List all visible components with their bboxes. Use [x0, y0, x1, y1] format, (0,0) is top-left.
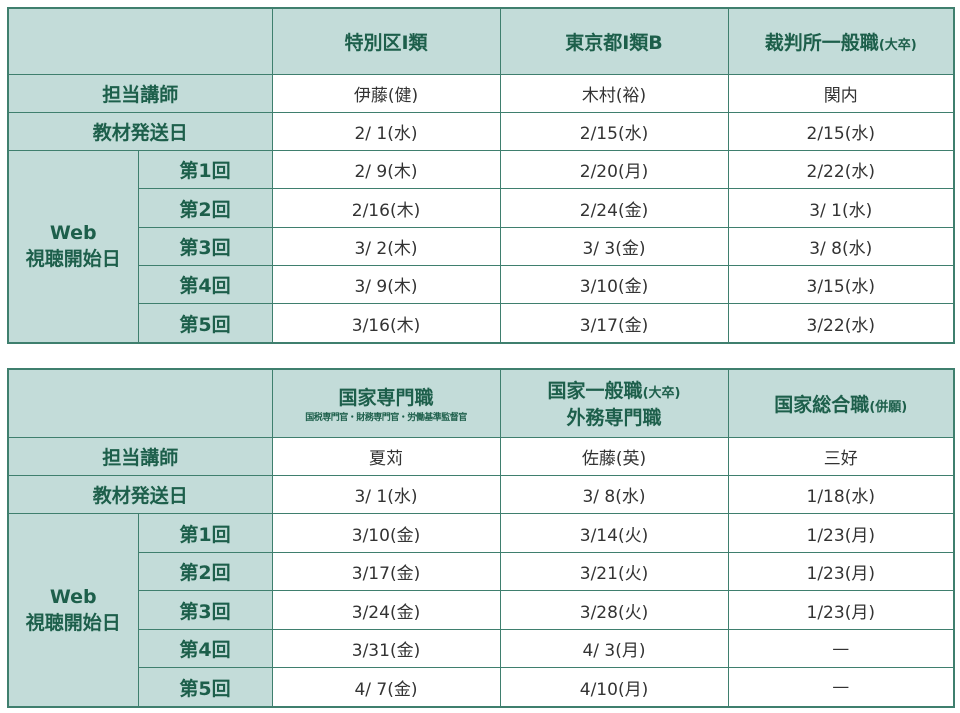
web-start-label: Web 視聴開始日 [7, 513, 139, 708]
date-cell: 2/ 9(木) [271, 150, 501, 190]
ship-cell: 2/ 1(水) [271, 111, 501, 152]
date-cell: 3/24(金) [271, 590, 501, 630]
date-cell: 3/22(水) [727, 303, 955, 344]
instructor-cell: 木村(裕) [499, 73, 729, 113]
header-exam: 東京都Ⅰ類B [499, 7, 729, 75]
date-cell: 3/28(火) [499, 590, 729, 630]
ship-cell: 2/15(水) [499, 111, 729, 152]
ship-cell: 1/18(水) [727, 474, 955, 515]
schedule-table-2: 国家専門職 国税専門官・財務専門官・労働基準監督官 国家一般職(大卒) 外務専門職 … [7, 368, 955, 708]
date-cell: 3/ 2(木) [271, 226, 501, 267]
instructor-label: 担当講師 [7, 436, 273, 476]
date-cell: 3/17(金) [499, 303, 729, 344]
round-label: 第3回 [137, 226, 273, 267]
date-cell: 3/16(木) [271, 303, 501, 344]
date-cell: 3/ 9(木) [271, 265, 501, 305]
date-cell: 3/21(火) [499, 551, 729, 592]
round-label: 第4回 [137, 628, 273, 669]
date-cell: 2/24(金) [499, 188, 729, 228]
instructor-cell: 三好 [727, 436, 955, 476]
date-cell: 1/23(月) [727, 513, 955, 553]
ship-label: 教材発送日 [7, 474, 273, 515]
header-exam: 特別区Ⅰ類 [271, 7, 501, 75]
date-cell: 3/15(水) [727, 265, 955, 305]
header-exam: 国家一般職(大卒) 外務専門職 [499, 368, 729, 438]
instructor-cell: 佐藤(英) [499, 436, 729, 476]
round-label: 第5回 [137, 667, 273, 708]
web-start-label: Web 視聴開始日 [7, 150, 139, 344]
corner-cell [7, 7, 273, 75]
date-cell: 4/10(月) [499, 667, 729, 708]
round-label: 第2回 [137, 188, 273, 228]
date-cell: 3/31(金) [271, 628, 501, 669]
date-cell: 1/23(月) [727, 590, 955, 630]
instructor-cell: 伊藤(健) [271, 73, 501, 113]
instructor-cell: 関内 [727, 73, 955, 113]
ship-label: 教材発送日 [7, 111, 273, 152]
date-cell: 1/23(月) [727, 551, 955, 592]
date-cell: — [727, 628, 955, 669]
round-label: 第1回 [137, 513, 273, 553]
instructor-cell: 夏苅 [271, 436, 501, 476]
date-cell: 3/10(金) [271, 513, 501, 553]
ship-cell: 2/15(水) [727, 111, 955, 152]
date-cell: 2/20(月) [499, 150, 729, 190]
date-cell: 3/ 1(水) [727, 188, 955, 228]
date-cell: — [727, 667, 955, 708]
date-cell: 3/10(金) [499, 265, 729, 305]
ship-cell: 3/ 1(水) [271, 474, 501, 515]
date-cell: 3/14(火) [499, 513, 729, 553]
round-label: 第5回 [137, 303, 273, 344]
round-label: 第3回 [137, 590, 273, 630]
corner-cell [7, 368, 273, 438]
date-cell: 3/ 8(水) [727, 226, 955, 267]
round-label: 第2回 [137, 551, 273, 592]
date-cell: 3/ 3(金) [499, 226, 729, 267]
round-label: 第4回 [137, 265, 273, 305]
header-exam: 国家総合職(併願) [727, 368, 955, 438]
instructor-label: 担当講師 [7, 73, 273, 113]
round-label: 第1回 [137, 150, 273, 190]
date-cell: 2/22(水) [727, 150, 955, 190]
ship-cell: 3/ 8(水) [499, 474, 729, 515]
date-cell: 4/ 3(月) [499, 628, 729, 669]
date-cell: 3/17(金) [271, 551, 501, 592]
date-cell: 4/ 7(金) [271, 667, 501, 708]
date-cell: 2/16(木) [271, 188, 501, 228]
header-exam: 裁判所一般職(大卒) [727, 7, 955, 75]
schedule-table-1: 特別区Ⅰ類 東京都Ⅰ類B 裁判所一般職(大卒) 担当講師 伊藤(健) 木村(裕) 関… [7, 7, 955, 344]
header-exam: 国家専門職 国税専門官・財務専門官・労働基準監督官 [271, 368, 501, 438]
